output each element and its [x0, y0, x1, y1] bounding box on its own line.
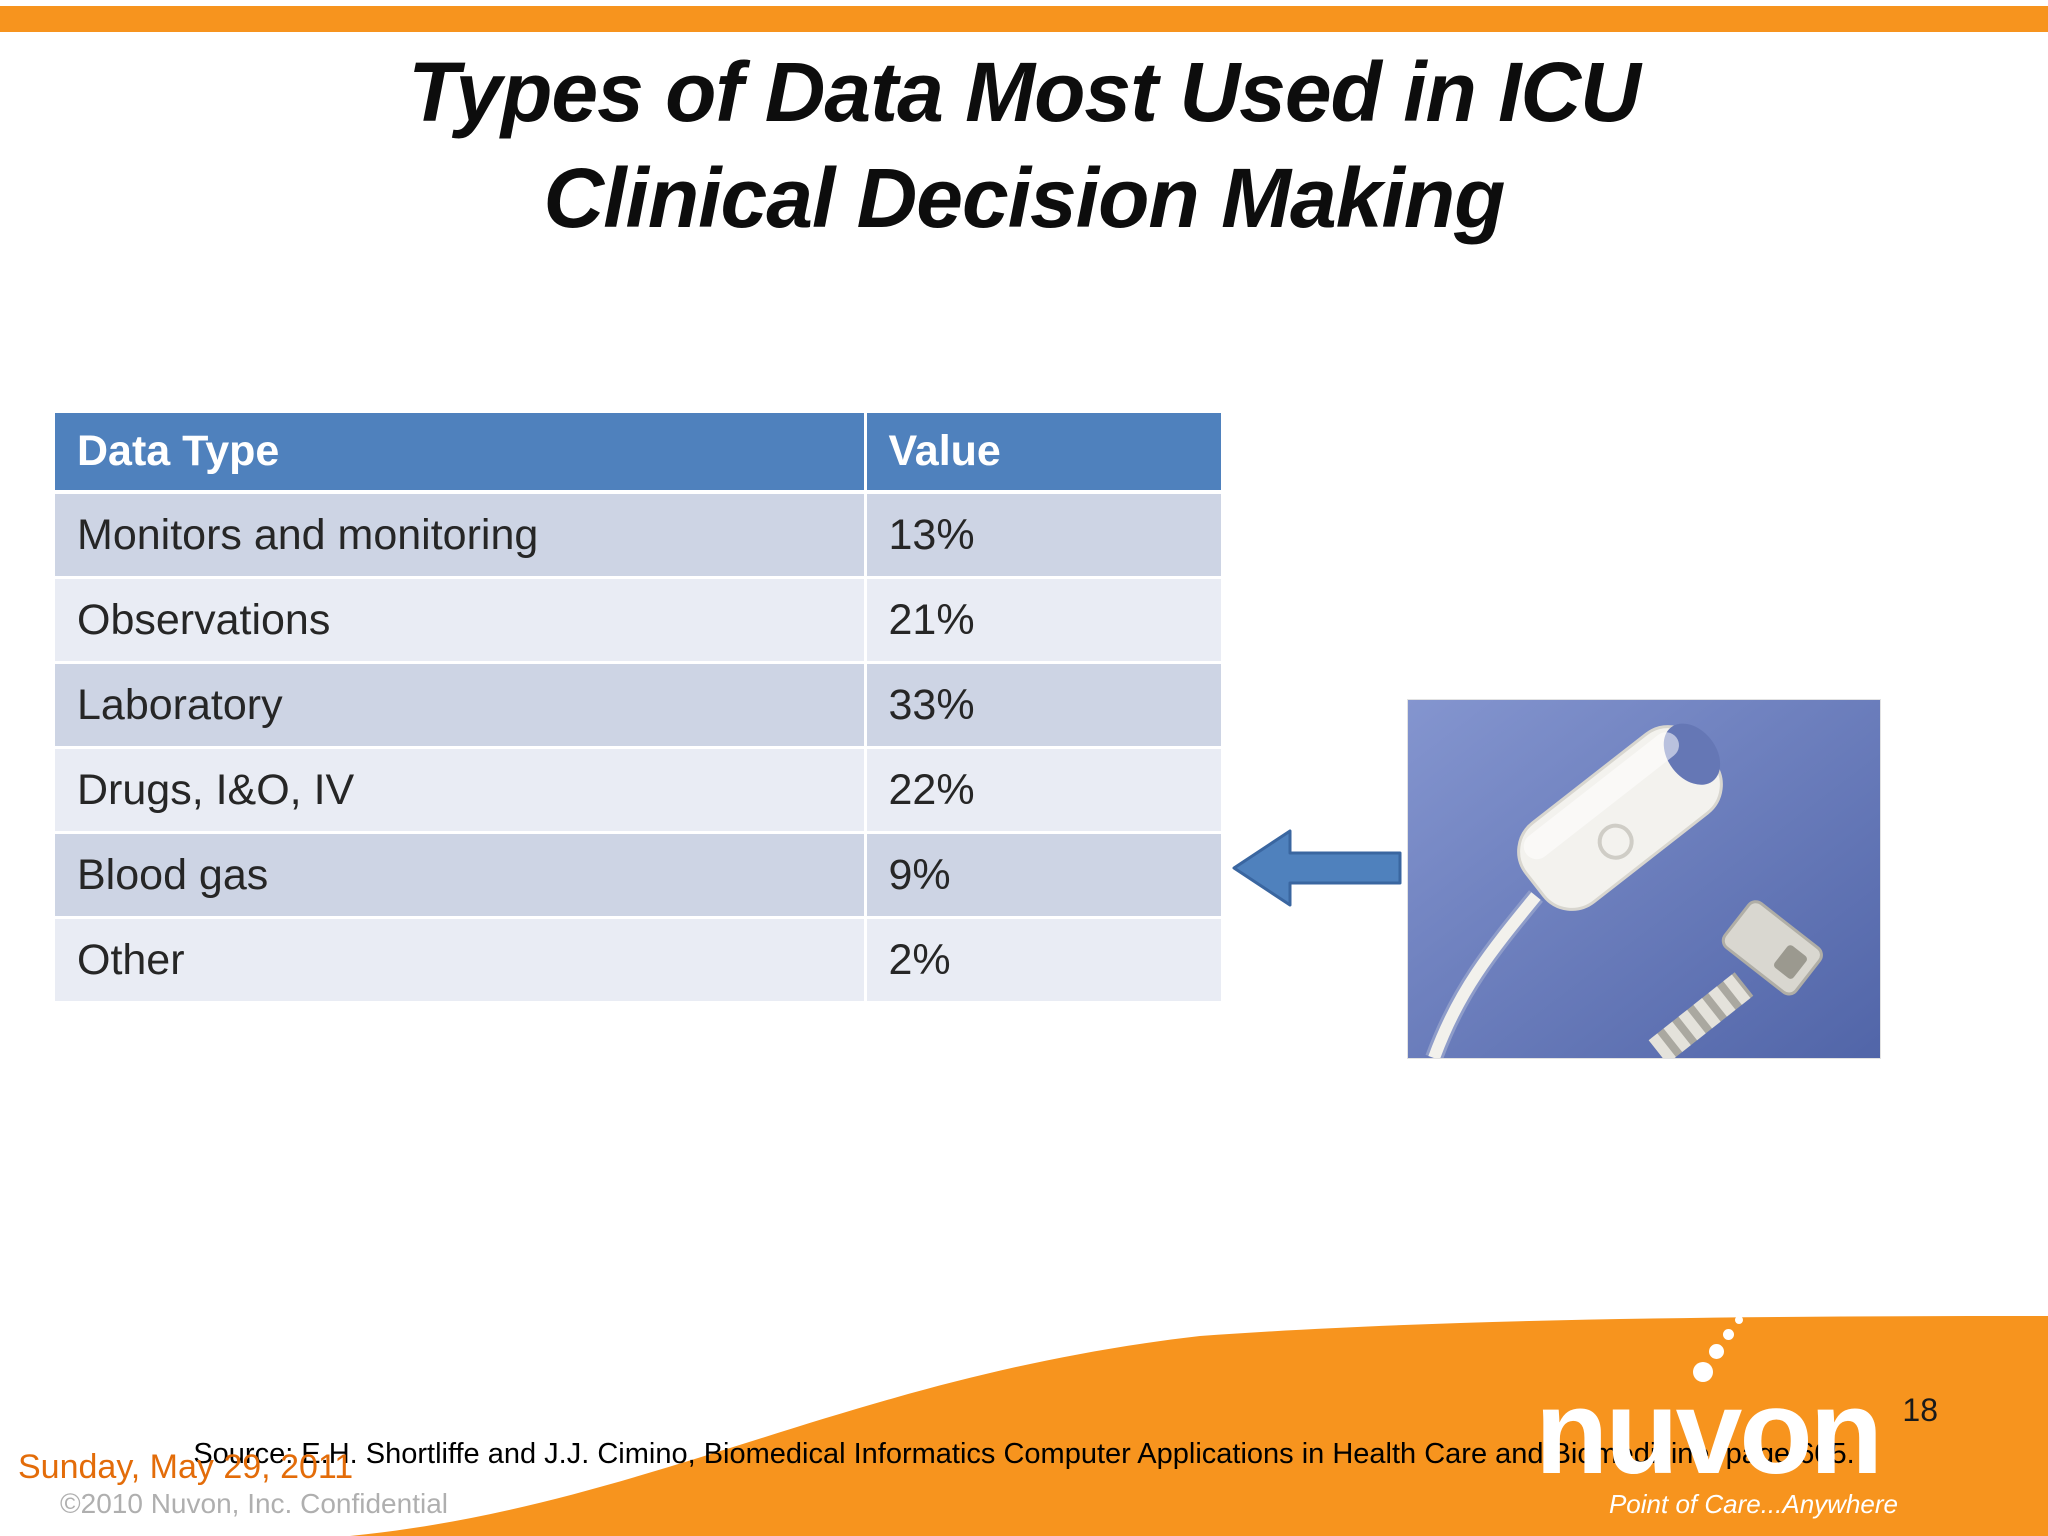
footer-swoosh — [350, 1316, 2048, 1536]
nuvon-logo-text: nuvon — [1535, 1365, 1883, 1499]
table-row-blood-gas: Blood gas 9% — [55, 832, 1221, 919]
table-row: Monitors and monitoring 13% — [55, 492, 1221, 579]
table-row: Observations 21% — [55, 577, 1221, 664]
cell-value: 21% — [865, 577, 1221, 664]
table-row: Drugs, I&O, IV 22% — [55, 747, 1221, 834]
data-table: Data Type Value Monitors and monitoring … — [55, 413, 1221, 1004]
title-line-1: Types of Data Most Used in ICU — [408, 45, 1641, 139]
cell-value: 2% — [865, 917, 1221, 1004]
nuvon-logo: nuvon — [1535, 1316, 1883, 1492]
pulse-oximeter-image — [1408, 700, 1880, 1064]
table-header-row: Data Type Value — [55, 413, 1221, 494]
nuvon-logo-dots-icon — [1693, 1314, 1753, 1384]
title-line-2: Clinical Decision Making — [543, 150, 1506, 245]
cell-value: 9% — [865, 832, 1221, 919]
col-header-value: Value — [865, 413, 1221, 494]
slide-date: Sunday, May 29, 2011 — [18, 1448, 354, 1486]
cell-value: 13% — [865, 492, 1221, 579]
cell-data-type: Laboratory — [55, 662, 867, 749]
table-row: Laboratory 33% — [55, 662, 1221, 749]
page-number: 18 — [1902, 1392, 1938, 1428]
cell-value: 33% — [865, 662, 1221, 749]
cell-data-type: Observations — [55, 577, 867, 664]
cell-data-type: Other — [55, 917, 867, 1004]
confidential-notice: ©2010 Nuvon, Inc. Confidential — [60, 1488, 448, 1519]
source-citation: Source: E.H. Shortliffe and J.J. Cimino,… — [193, 1438, 1855, 1470]
col-header-data-type: Data Type — [55, 413, 867, 494]
cell-data-type: Drugs, I&O, IV — [55, 747, 867, 834]
cell-value: 22% — [865, 747, 1221, 834]
left-arrow-icon — [1232, 829, 1402, 907]
top-accent-bar — [0, 6, 2048, 32]
cell-data-type: Monitors and monitoring — [55, 492, 867, 579]
slide-title: Types of Data Most Used in ICU Clinical D… — [0, 40, 2048, 252]
pulse-oximeter-illustration — [1408, 700, 1880, 1064]
table-row: Other 2% — [55, 917, 1221, 1004]
brand-tagline: Point of Care...Anywhere — [1608, 1489, 1898, 1519]
cell-data-type: Blood gas — [55, 832, 867, 919]
